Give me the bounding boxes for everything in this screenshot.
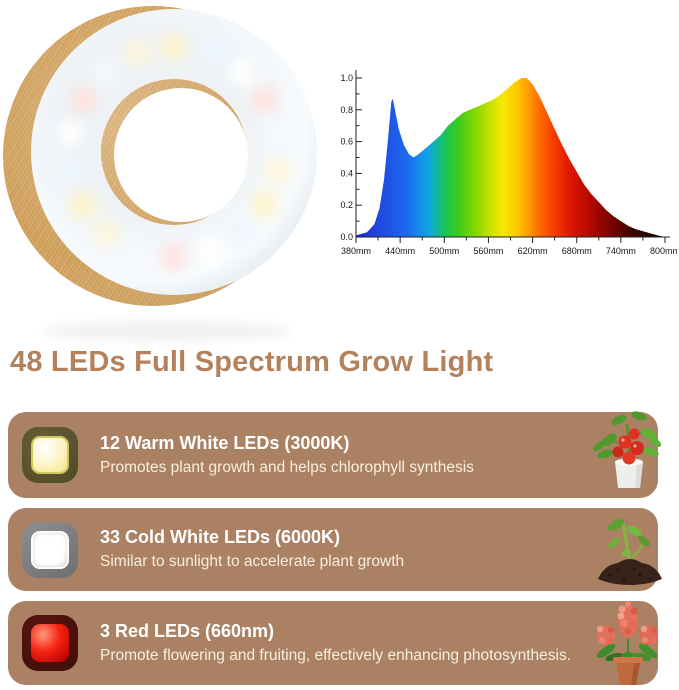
card-textblock: 3 Red LEDs (660nm) Promote flowering and… — [100, 621, 571, 666]
card-title: 3 Red LEDs (660nm) — [100, 620, 275, 641]
cold-white-led-icon — [22, 521, 78, 578]
y-axis-tick-label: 0.6 — [340, 137, 353, 147]
ring-center-hole — [114, 88, 248, 222]
cold-white-led-chip — [31, 530, 69, 569]
y-axis-tick-label: 0.4 — [340, 168, 353, 178]
card-textblock: 33 Cold White LEDs (6000K) Similar to su… — [100, 527, 404, 572]
x-axis-tick-label: 800mm — [650, 246, 677, 256]
x-axis-tick-label: 440mm — [385, 246, 415, 256]
light-spectrum-chart: 0.0 0.2 0.4 0.6 0.8 1.0 380mm 440mm 500mm 560mm 62… — [340, 70, 677, 256]
card-title: 12 Warm White LEDs (3000K) — [100, 432, 350, 453]
ring-light-product-image — [3, 6, 317, 340]
feature-card-warm-white: 12 Warm White LEDs (3000K) Promotes plan… — [8, 412, 658, 498]
flowering-plant-in-pot-image — [596, 601, 658, 685]
card-title: 33 Cold White LEDs (6000K) — [100, 527, 341, 548]
card-description: Promotes plant growth and helps chloroph… — [100, 458, 474, 476]
y-axis-tick-label: 0.0 — [340, 232, 353, 242]
x-axis-tick-label: 380mm — [341, 246, 371, 256]
x-axis-tick-label: 740mm — [606, 246, 636, 256]
x-axis-tick-label: 620mm — [518, 246, 548, 256]
y-axis-tick-label: 0.2 — [340, 200, 353, 210]
card-description: Promote flowering and fruiting, effectiv… — [100, 646, 572, 664]
feature-card-cold-white: 33 Cold White LEDs (6000K) Similar to su… — [8, 508, 658, 591]
led-glow-lights — [57, 34, 291, 270]
warm-white-led-chip — [31, 436, 69, 474]
reflection-shadow — [42, 322, 292, 340]
card-description: Similar to sunlight to accelerate plant … — [100, 553, 405, 571]
y-axis-tick-label: 0.8 — [340, 105, 353, 115]
spectrum-area — [356, 78, 665, 237]
x-axis-tick-label: 500mm — [429, 246, 459, 256]
tomato-plant-image — [593, 411, 662, 488]
card-textblock: 12 Warm White LEDs (3000K) Promotes plan… — [100, 433, 474, 478]
feature-card-red: 3 Red LEDs (660nm) Promote flowering and… — [8, 601, 658, 685]
seedling-in-soil-image — [598, 519, 662, 585]
red-led-icon — [22, 615, 78, 671]
y-axis-tick-label: 1.0 — [340, 73, 353, 83]
red-led-chip — [31, 624, 69, 662]
page-title: 48 LEDs Full Spectrum Grow Light — [10, 346, 494, 378]
x-axis-tick-label: 560mm — [473, 246, 503, 256]
x-axis-tick-label: 680mm — [562, 246, 592, 256]
warm-white-led-icon — [22, 427, 78, 483]
